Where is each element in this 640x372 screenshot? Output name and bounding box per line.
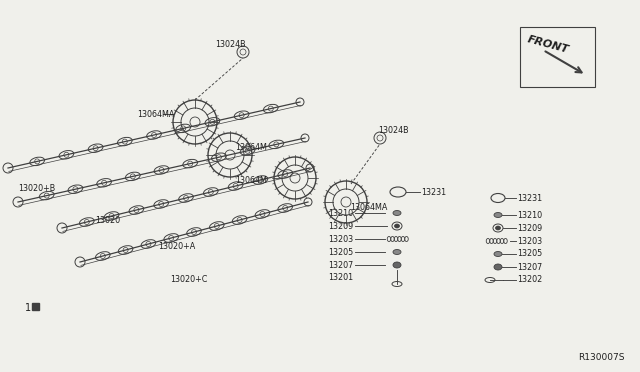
Ellipse shape (494, 212, 502, 218)
Text: 13205: 13205 (328, 247, 353, 257)
Text: 13203: 13203 (328, 234, 353, 244)
Text: 13064M: 13064M (235, 142, 267, 151)
Text: 13209: 13209 (328, 221, 353, 231)
Text: 13020: 13020 (95, 215, 120, 224)
Ellipse shape (494, 251, 502, 257)
Text: 13024B: 13024B (378, 125, 408, 135)
Ellipse shape (494, 264, 502, 270)
Text: 13020+A: 13020+A (158, 241, 195, 250)
Text: R130007S: R130007S (578, 353, 625, 362)
Text: 13064MA: 13064MA (137, 109, 174, 119)
Text: 13202: 13202 (517, 276, 542, 285)
Text: 13201: 13201 (328, 273, 353, 282)
Text: 1: 1 (25, 303, 31, 313)
Text: 13020+C: 13020+C (170, 276, 207, 285)
Ellipse shape (393, 211, 401, 215)
Text: 13064M: 13064M (235, 176, 267, 185)
Text: 13231: 13231 (421, 187, 446, 196)
Text: 13231: 13231 (517, 193, 542, 202)
Text: 13209: 13209 (517, 224, 542, 232)
Text: 13020+B: 13020+B (18, 183, 55, 192)
Text: 13207: 13207 (328, 260, 353, 269)
Ellipse shape (393, 250, 401, 254)
Text: 13210: 13210 (328, 208, 353, 218)
Text: 13210: 13210 (517, 211, 542, 219)
Ellipse shape (394, 224, 399, 228)
Text: FRONT: FRONT (526, 35, 570, 55)
Ellipse shape (495, 226, 500, 230)
Ellipse shape (393, 262, 401, 268)
Text: 13203: 13203 (517, 237, 542, 246)
Text: 13205: 13205 (517, 250, 542, 259)
Bar (32, 303, 39, 310)
Bar (520, 27, 595, 87)
Text: 13024B: 13024B (215, 39, 246, 48)
Text: 13207: 13207 (517, 263, 542, 272)
Text: 13064MA: 13064MA (350, 202, 387, 212)
